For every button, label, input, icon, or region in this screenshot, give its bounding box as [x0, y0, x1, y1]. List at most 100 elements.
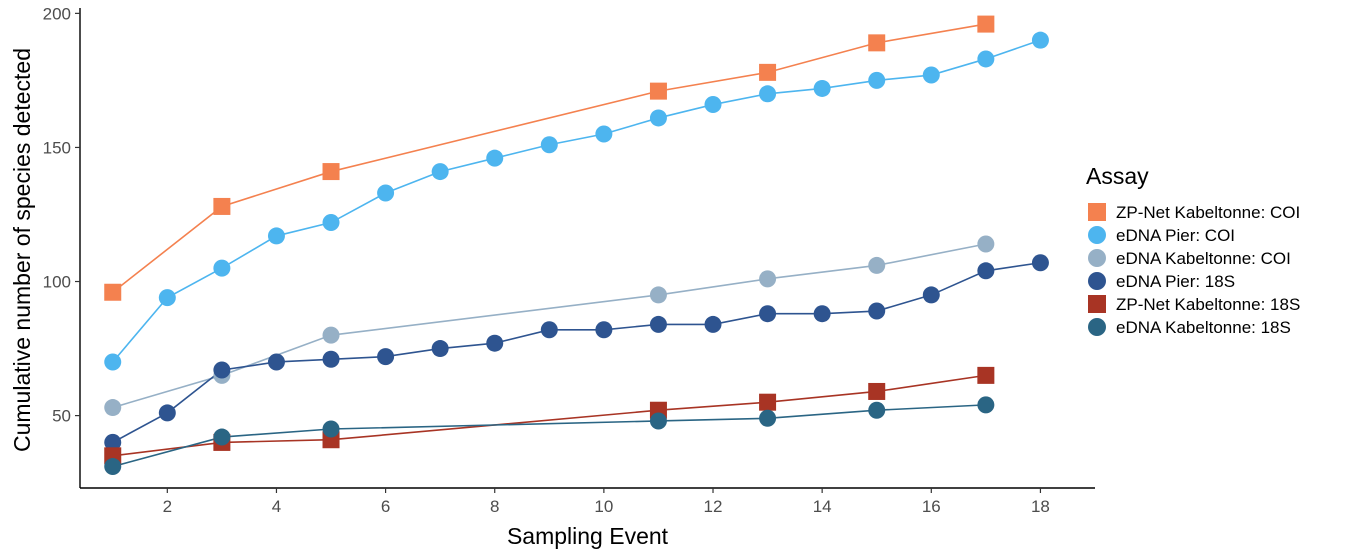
data-point: [868, 302, 886, 320]
data-point: [759, 305, 777, 323]
data-point: [649, 109, 667, 127]
legend-items: ZP-Net Kabeltonne: COI eDNA Pier: COI eDNA…: [1088, 203, 1300, 337]
data-point: [213, 428, 231, 446]
y-tick-label: 200: [43, 4, 71, 23]
data-point: [649, 412, 667, 430]
data-point: [595, 125, 613, 143]
data-point: [158, 404, 176, 422]
x-tick-label: 6: [381, 497, 390, 516]
series-markers-zp-net-kabeltonne-coi: [104, 15, 995, 301]
legend-item-edna-pier-coi: eDNA Pier: COI: [1088, 226, 1235, 245]
series-zp-net-kabeltonne-18s: [112, 374, 986, 457]
data-point: [704, 96, 722, 114]
legend-label: ZP-Net Kabeltonne: COI: [1116, 203, 1300, 222]
data-point: [213, 259, 231, 277]
data-point: [104, 399, 122, 417]
data-point: [540, 321, 558, 339]
series-markers-edna-kabeltonne-18s: [104, 396, 995, 476]
data-point: [322, 350, 340, 368]
data-point: [868, 401, 886, 419]
legend-item-zp-net-kabeltonne-coi: ZP-Net Kabeltonne: COI: [1088, 203, 1300, 222]
legend-item-zp-net-kabeltonne-18s: ZP-Net Kabeltonne: 18S: [1088, 295, 1300, 314]
data-point: [759, 85, 777, 103]
data-point: [922, 66, 940, 84]
series-edna-kabeltonne-18s: [112, 404, 986, 468]
data-point: [104, 353, 122, 371]
series-markers-zp-net-kabeltonne-18s: [104, 366, 995, 465]
legend-key: [1088, 318, 1106, 336]
data-point: [759, 63, 777, 81]
legend-label: eDNA Kabeltonne: COI: [1116, 249, 1291, 268]
legend-item-edna-kabeltonne-coi: eDNA Kabeltonne: COI: [1088, 249, 1291, 268]
legend: Assay ZP-Net Kabeltonne: COI eDNA Pier: C…: [1086, 163, 1300, 337]
data-point: [486, 334, 504, 352]
data-point: [104, 458, 122, 476]
series-line: [112, 261, 1041, 444]
data-point: [322, 163, 340, 181]
data-point: [977, 235, 995, 253]
data-point: [1031, 31, 1049, 49]
x-tick-label: 14: [813, 497, 832, 516]
data-point: [595, 321, 613, 339]
data-point: [649, 286, 667, 304]
legend-label: eDNA Pier: 18S: [1116, 272, 1235, 291]
legend-key: [1088, 249, 1106, 267]
data-point: [759, 409, 777, 427]
data-point: [759, 270, 777, 288]
data-point: [486, 149, 504, 167]
x-tick-label: 8: [490, 497, 499, 516]
data-point: [431, 163, 449, 181]
data-point: [431, 340, 449, 358]
legend-label: ZP-Net Kabeltonne: 18S: [1116, 295, 1300, 314]
x-tick-label: 4: [272, 497, 281, 516]
data-point: [649, 315, 667, 333]
x-tick-label: 2: [163, 497, 172, 516]
data-point: [813, 305, 831, 323]
series-line: [112, 404, 986, 468]
data-point: [1031, 254, 1049, 272]
x-tick-label: 16: [922, 497, 941, 516]
axes: 2 4 6 8 10 12 14 16 18 50 100 150 200 Sampling Even…: [9, 4, 1095, 549]
legend-key: [1088, 295, 1106, 313]
legend-item-edna-pier-18s: eDNA Pier: 18S: [1088, 272, 1235, 291]
series-zp-net-kabeltonne-coi: [112, 23, 986, 293]
data-point: [868, 256, 886, 274]
data-point: [158, 289, 176, 307]
data-point: [868, 71, 886, 89]
legend-label: eDNA Kabeltonne: 18S: [1116, 318, 1291, 337]
legend-title: Assay: [1086, 163, 1149, 189]
y-axis-title: Cumulative number of species detected: [9, 48, 35, 452]
x-axis-ticks: 2 4 6 8 10 12 14 16 18: [163, 488, 1050, 516]
x-tick-label: 12: [704, 497, 723, 516]
series-markers-edna-pier-coi: [104, 31, 1049, 371]
data-point: [759, 393, 777, 411]
data-point: [322, 326, 340, 344]
data-point: [704, 315, 722, 333]
data-point: [977, 50, 995, 68]
legend-item-edna-kabeltonne-18s: eDNA Kabeltonne: 18S: [1088, 318, 1291, 337]
data-point: [104, 283, 122, 301]
data-point: [977, 366, 995, 384]
data-point: [977, 15, 995, 33]
y-axis-ticks: 50 100 150 200: [43, 4, 80, 426]
data-point: [868, 382, 886, 400]
series-markers-edna-pier-18s: [104, 254, 1049, 451]
data-point: [922, 286, 940, 304]
y-tick-label: 50: [52, 407, 71, 426]
x-tick-label: 18: [1031, 497, 1050, 516]
series-edna-pier-18s: [112, 261, 1041, 444]
series-line: [112, 23, 986, 293]
data-point: [322, 214, 340, 232]
legend-key: [1088, 203, 1106, 221]
data-point: [377, 184, 395, 202]
series-edna-pier-coi: [112, 39, 1041, 363]
y-tick-label: 150: [43, 138, 71, 157]
data-point: [213, 197, 231, 215]
x-axis-title: Sampling Event: [507, 523, 669, 549]
data-point: [213, 361, 231, 379]
data-point: [322, 420, 340, 438]
series-line: [112, 374, 986, 457]
data-point: [649, 82, 667, 100]
